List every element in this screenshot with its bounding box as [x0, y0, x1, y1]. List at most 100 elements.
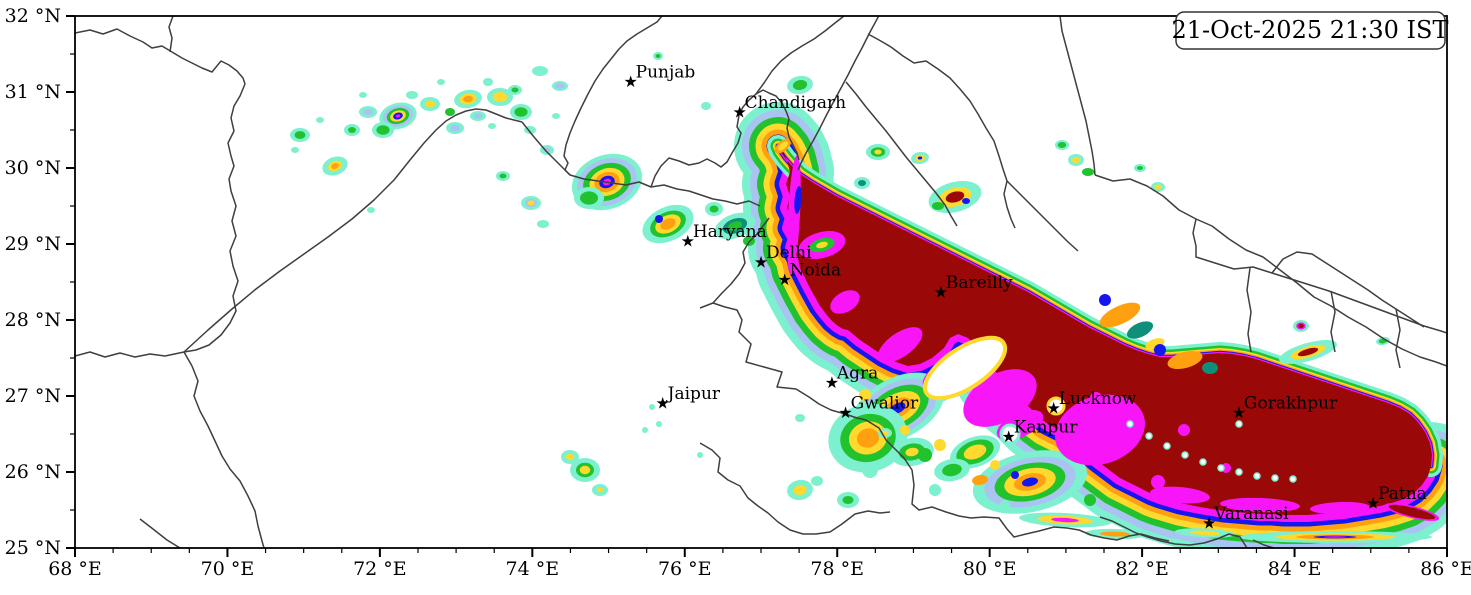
city-star-icon: ★ — [1366, 494, 1380, 513]
rain-cell — [1068, 154, 1084, 166]
rain-cell — [510, 104, 532, 120]
city-star-icon: ★ — [825, 373, 839, 392]
rain-cell — [291, 147, 299, 153]
rain-cell — [367, 207, 375, 213]
y-tick-label: 31 °N — [5, 81, 61, 103]
rain-cell — [837, 492, 859, 508]
rain-cell — [656, 421, 662, 427]
x-tick-label: 80 °E — [963, 558, 1017, 580]
rain-cell — [344, 124, 360, 136]
map-layers — [75, 16, 1447, 548]
rain-cell — [1151, 182, 1165, 192]
rain-cell — [705, 202, 723, 216]
rain-cell — [1279, 340, 1337, 364]
rain-cell — [653, 52, 663, 60]
rain-cell — [508, 85, 522, 95]
city-star-icon: ★ — [934, 282, 948, 301]
rain-cell — [483, 78, 493, 86]
city-star-icon: ★ — [623, 72, 637, 91]
rain-cell — [642, 427, 648, 433]
rain-cell — [532, 66, 548, 76]
x-tick-label: 78 °E — [810, 558, 864, 580]
rain-cell — [437, 79, 445, 85]
rain-cell — [1293, 320, 1309, 332]
x-tick-label: 86 °E — [1420, 558, 1471, 580]
rain-cell — [878, 428, 892, 438]
rain-cell — [454, 89, 482, 109]
city-star-icon: ★ — [1232, 403, 1246, 422]
rain-cell — [359, 92, 367, 98]
rain-cell — [592, 484, 608, 496]
city-label: Delhi — [766, 243, 812, 263]
rain-cell — [359, 106, 377, 118]
city-star-icon: ★ — [732, 102, 746, 121]
rain-cell — [787, 75, 813, 95]
timestamp: 21-Oct-2025 21:30 IST — [1172, 16, 1449, 44]
rain-cell — [655, 215, 663, 223]
axes: 68 °E 70 °E 72 °E 74 °E 76 °E 78 °E 80 °E 82 °E… — [5, 5, 1471, 580]
rain-cell — [496, 171, 510, 181]
city-label: Punjab — [636, 62, 696, 82]
city-label: Agra — [836, 363, 878, 383]
rain-cell — [372, 122, 394, 138]
city-label: Gorakhpur — [1244, 394, 1338, 414]
city-star-icon: ★ — [1202, 513, 1216, 532]
rain-cell — [649, 404, 655, 410]
rain-cell — [697, 452, 703, 458]
x-tick-label: 74 °E — [506, 558, 560, 580]
x-tick-label: 72 °E — [353, 558, 407, 580]
city-star-icon: ★ — [681, 231, 695, 250]
rain-cell — [470, 111, 486, 121]
fog-core — [778, 146, 1432, 515]
city-label: Bareilly — [946, 273, 1013, 293]
rain-cell — [928, 180, 982, 214]
x-tick-label: 70 °E — [201, 558, 255, 580]
rain-cell — [854, 177, 870, 189]
city-label: Lucknow — [1059, 389, 1137, 409]
y-tick-label: 32 °N — [5, 5, 61, 27]
city-star-icon: ★ — [1002, 427, 1016, 446]
city-label: Varanasi — [1213, 504, 1289, 524]
rain-cell — [811, 476, 823, 486]
y-tick-label: 29 °N — [5, 233, 61, 255]
city-label: Kanpur — [1014, 417, 1079, 437]
rain-cell — [445, 108, 455, 116]
rain-cell — [1082, 168, 1094, 176]
city-label: Patna — [1378, 484, 1427, 504]
city-label: Gwalior — [851, 394, 919, 414]
city-label: Noida — [790, 261, 842, 281]
timestamp-box: 21-Oct-2025 21:30 IST — [1172, 11, 1449, 50]
rain-cell — [322, 156, 348, 176]
fog-blob — [734, 102, 1447, 548]
x-tick-label: 76 °E — [658, 558, 712, 580]
rain-cell — [1134, 164, 1146, 172]
rain-cell — [420, 97, 440, 111]
city-star-icon: ★ — [656, 393, 670, 412]
rain-cell — [552, 113, 560, 119]
city-star-icon: ★ — [754, 253, 768, 272]
rain-cell — [574, 187, 604, 209]
plot-border — [74, 15, 1448, 549]
rain-cell — [570, 458, 600, 482]
city-markers: ★Punjab★Chandigarh★Haryana★Delhi★Noida★J… — [623, 62, 1426, 532]
rain-cell — [701, 102, 711, 110]
state-boundaries — [75, 16, 1447, 548]
rain-cell — [962, 198, 970, 204]
city-star-icon: ★ — [1047, 399, 1061, 418]
rain-cell — [487, 88, 513, 106]
rain-cell — [406, 91, 418, 99]
x-tick-label: 82 °E — [1115, 558, 1169, 580]
city-label: Haryana — [693, 222, 767, 242]
rain-cell — [866, 144, 890, 160]
y-tick-label: 26 °N — [5, 461, 61, 483]
rain-cell — [521, 196, 541, 210]
rain-cell — [795, 414, 805, 422]
rain-cell — [488, 123, 496, 129]
rain-cell — [379, 102, 417, 130]
city-star-icon: ★ — [838, 403, 852, 422]
rain-cell — [787, 479, 813, 501]
y-tick-label: 27 °N — [5, 385, 61, 407]
rain-cell — [561, 450, 579, 464]
